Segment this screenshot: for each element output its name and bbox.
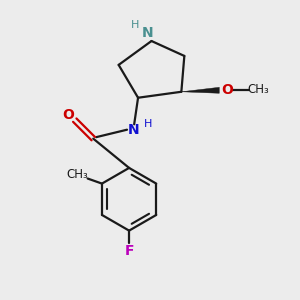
Text: N: N <box>142 26 154 40</box>
Text: CH₃: CH₃ <box>67 168 88 181</box>
Polygon shape <box>182 87 219 93</box>
Text: H: H <box>131 20 139 30</box>
Text: N: N <box>128 123 140 137</box>
Text: CH₃: CH₃ <box>247 83 269 96</box>
Text: H: H <box>144 119 153 129</box>
Text: F: F <box>124 244 134 258</box>
Text: O: O <box>62 108 74 122</box>
Text: O: O <box>221 83 233 97</box>
